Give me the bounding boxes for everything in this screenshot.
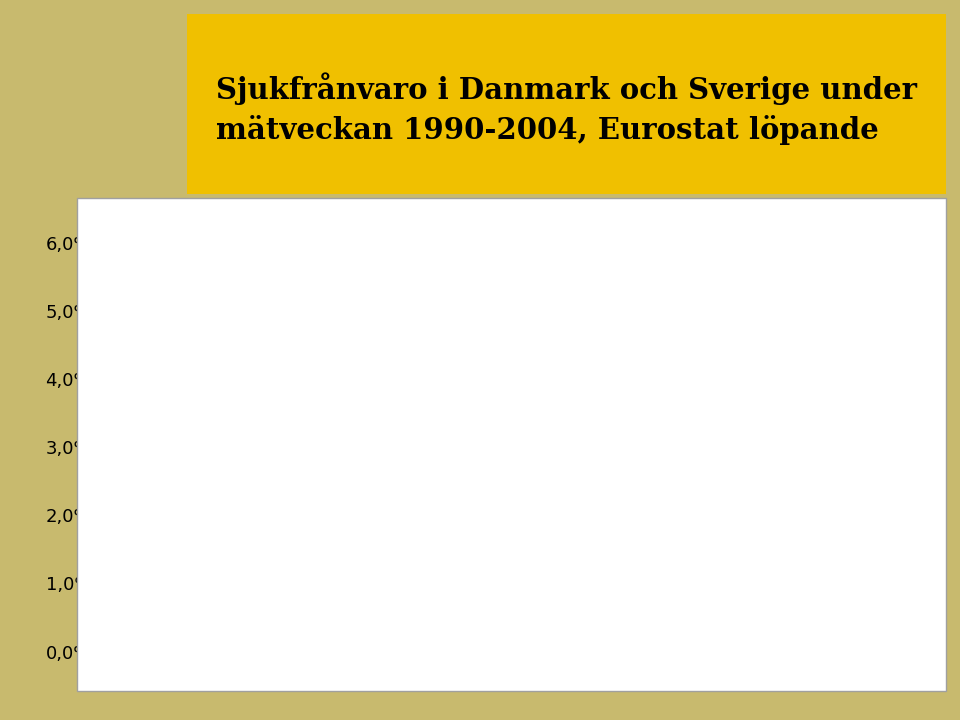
Legend: Denmark, Sweden: Denmark, Sweden [739,365,916,451]
Denmark [594,539,606,547]
Sweden [651,415,662,424]
Sweden [193,334,204,343]
Sweden [594,443,606,451]
Denmark [823,531,834,540]
Denmark [135,518,147,526]
Denmark [421,545,433,554]
Text: Sjukfrånvaro i Danmark och Sverige under: Sjukfrånvaro i Danmark och Sverige under [216,72,917,104]
Denmark [250,539,261,547]
Sweden [421,443,433,451]
Denmark [537,545,548,554]
Sweden [823,368,834,377]
Sweden [250,368,261,377]
Sweden [708,382,720,390]
Denmark [365,539,376,547]
Sweden [365,436,376,445]
Sweden [307,382,319,390]
Text: mätveckan 1990-2004, Eurostat löpande: mätveckan 1990-2004, Eurostat löpande [216,115,878,145]
Sweden [135,279,147,288]
Line: Denmark: Denmark [134,509,893,576]
Line: Sweden: Sweden [133,276,894,503]
Sweden [766,395,778,404]
Denmark [479,511,491,520]
Sweden [880,395,892,404]
Denmark [708,539,720,547]
Denmark [307,511,319,520]
Denmark [880,552,892,561]
Denmark [193,525,204,534]
Denmark [651,565,662,574]
Sweden [537,490,548,499]
Denmark [766,539,778,547]
Sweden [479,490,491,499]
